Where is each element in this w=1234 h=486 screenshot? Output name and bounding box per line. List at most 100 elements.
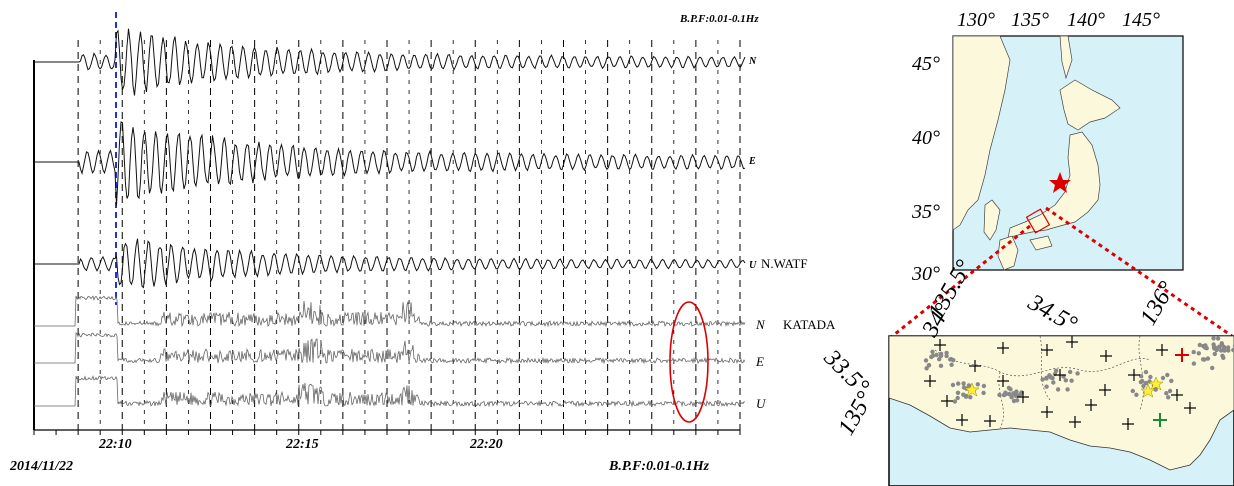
tremor-dot xyxy=(1134,392,1139,397)
trace-katada-n xyxy=(34,295,746,328)
tremor-dot xyxy=(1047,373,1052,378)
tremor-dot xyxy=(1169,378,1174,384)
tremor-dot xyxy=(1212,351,1218,357)
component-label-e2: E xyxy=(755,354,764,369)
epicenter-star xyxy=(1049,172,1071,193)
tremor-dot xyxy=(1044,375,1049,380)
tremor-dot xyxy=(948,357,953,362)
tremor-dot xyxy=(1217,344,1222,349)
tremor-dot xyxy=(1143,369,1149,375)
lon-tick-135: 135° xyxy=(1011,9,1049,31)
component-label-n2: N xyxy=(755,317,766,332)
tremor-dot xyxy=(1140,378,1145,384)
tremor-dot xyxy=(1167,388,1173,394)
lon-tick-145: 145° xyxy=(1122,9,1160,31)
tremor-dot xyxy=(1012,391,1017,396)
lon-tick-135: 135° xyxy=(833,387,879,440)
tremor-dot xyxy=(1160,375,1166,381)
tremor-dot xyxy=(1040,377,1045,382)
tremor-dot xyxy=(968,395,973,400)
tremor-dot xyxy=(1006,385,1012,391)
tremor-dot xyxy=(930,349,935,354)
time-gridlines xyxy=(33,40,741,430)
lat-tick-30: 30° xyxy=(911,263,940,285)
tremor-dot xyxy=(1065,387,1070,392)
tremor-dot xyxy=(1141,383,1146,389)
tremor-dot xyxy=(1044,384,1049,389)
station-label-watf: N.WATF xyxy=(761,256,808,271)
filter-label-bottom: B.P.F:0.01-0.1Hz xyxy=(608,459,710,474)
tremor-dot xyxy=(944,353,949,359)
lat-tick-40: 40° xyxy=(912,127,940,149)
trace-watf-e xyxy=(34,121,746,206)
tremor-dot xyxy=(924,366,929,371)
tremor-dot xyxy=(926,363,932,368)
prefecture-borders xyxy=(934,335,1151,429)
tremor-dot xyxy=(1051,380,1056,385)
tremor-dot xyxy=(950,382,956,388)
tremor-dot xyxy=(1211,342,1216,347)
tremor-dot xyxy=(1143,380,1149,386)
time-axis-ticks xyxy=(33,430,741,435)
zoom-connector-right xyxy=(1045,206,1233,338)
date-label: 2014/11/22 xyxy=(9,459,73,474)
tremor-dot xyxy=(937,357,942,362)
tick-label-2220: 22:20 xyxy=(469,437,503,452)
tremor-dot xyxy=(1055,387,1061,392)
tremor-dot xyxy=(1231,347,1234,353)
lon-tick-136: 136° xyxy=(1135,277,1181,330)
tremor-dot xyxy=(1218,348,1224,353)
trace-katada-e xyxy=(34,332,746,365)
lon-tick-140: 140° xyxy=(1067,9,1105,31)
tremor-dot xyxy=(929,354,934,360)
inset-box xyxy=(1025,208,1051,234)
vlfe-star-east xyxy=(1148,376,1164,391)
component-label-u: U xyxy=(749,260,757,271)
tremor-dot xyxy=(944,350,949,356)
tremor-dot xyxy=(923,358,929,363)
inset-map: 33.5° 34° 34.5° 135° 135.5° 136° xyxy=(818,255,1234,486)
overview-map: 130° 135° 140° 145° 45° 40° 35° 30° xyxy=(911,9,1184,285)
tremor-dot xyxy=(1191,349,1196,355)
tremor-dot xyxy=(1164,391,1169,396)
trace-katada-u xyxy=(34,375,746,408)
tremor-dot xyxy=(1219,341,1225,346)
tremor-dot xyxy=(1222,348,1227,353)
tremor-dot xyxy=(975,382,980,387)
tick-label-2210: 22:10 xyxy=(98,437,132,452)
tremor-dot xyxy=(1007,391,1012,397)
tremor-dot xyxy=(997,392,1002,398)
tremor-dot xyxy=(955,395,960,401)
waveform-traces xyxy=(34,28,746,408)
tremor-dot xyxy=(1003,392,1008,397)
station-markers xyxy=(924,336,1196,430)
tremor-dot xyxy=(961,381,966,386)
trace-watf-n xyxy=(34,28,746,96)
station-label-katada: KATADA xyxy=(783,317,836,332)
lat-tick-45: 45° xyxy=(912,53,940,75)
tremor-dot xyxy=(1203,343,1208,348)
tremor-dot xyxy=(1197,342,1203,348)
tremor-dot xyxy=(1196,351,1202,356)
trace-watf-u xyxy=(34,238,746,289)
tremor-dot xyxy=(1014,398,1020,403)
tremor-dot xyxy=(1226,348,1231,353)
tremor-dot xyxy=(1148,374,1153,380)
tremor-dot xyxy=(966,383,972,388)
tremor-dot xyxy=(956,381,961,386)
component-label-e: E xyxy=(748,156,756,167)
tremor-dot xyxy=(1075,371,1080,376)
tremor-dot xyxy=(1069,378,1074,383)
tremor-dot xyxy=(1210,365,1215,371)
filter-label-top: B.P.F:0.01-0.1Hz xyxy=(679,13,759,25)
tremor-dot xyxy=(1212,346,1217,351)
tremor-dot xyxy=(952,399,958,404)
component-label-u2: U xyxy=(756,396,767,411)
tremor-dot xyxy=(1191,361,1197,366)
tremor-dot xyxy=(949,362,954,367)
tremor-dot xyxy=(1165,372,1170,378)
tremor-dot xyxy=(1211,336,1216,341)
tremor-dot xyxy=(1009,395,1014,400)
vlfe-star-east2 xyxy=(1140,383,1156,398)
